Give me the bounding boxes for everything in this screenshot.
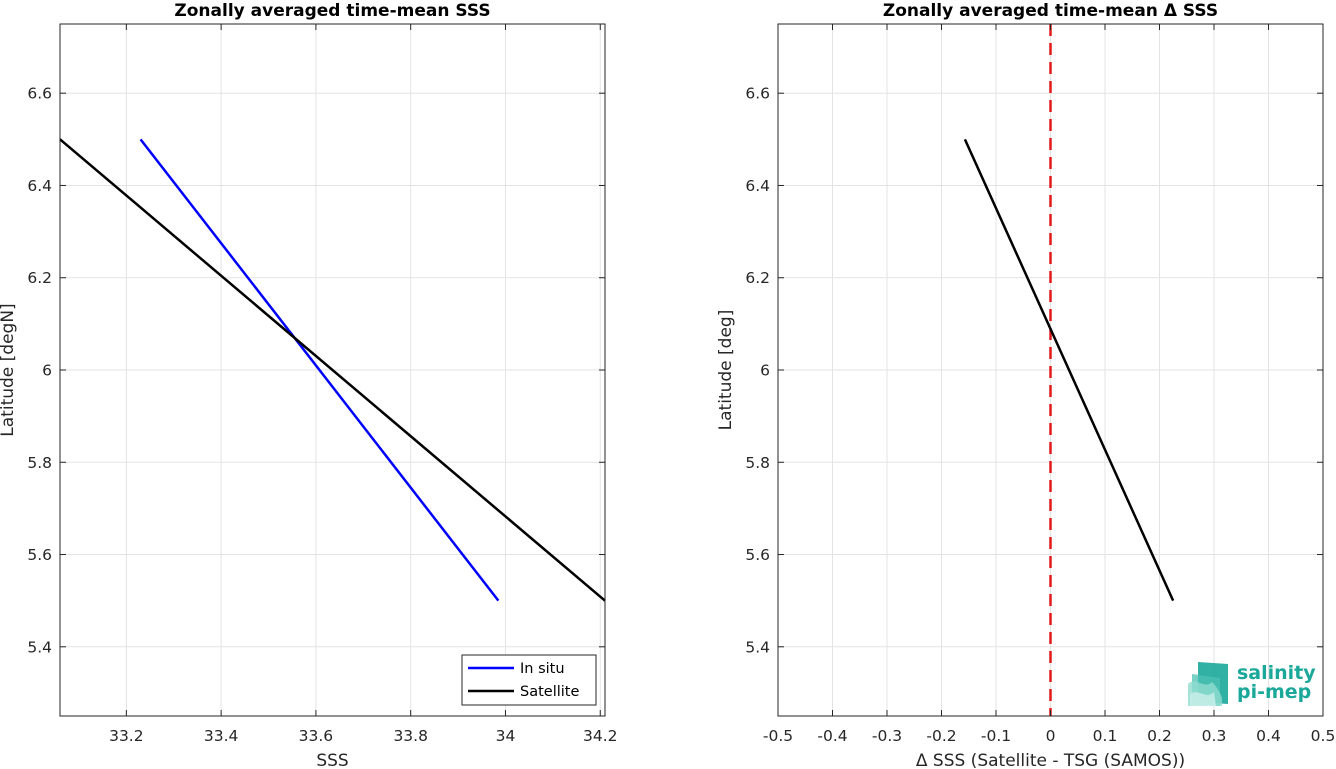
delta-x-tick-label: -0.2	[926, 727, 956, 745]
sss-y-axis-label: Latitude [degN]	[0, 303, 18, 436]
delta-y-tick-label: 6.2	[745, 269, 770, 287]
delta-series	[963, 24, 1175, 716]
sss-legend: In situ Satellite	[461, 654, 597, 706]
sss-y-tick-label: 6.2	[27, 269, 52, 287]
sss-series	[59, 138, 606, 602]
delta-x-tick-label: -0.5	[763, 727, 793, 745]
legend-label-in-situ: In situ	[520, 661, 565, 677]
sss-panel: 33.2 33.4 33.6 33.8 34 34.2 5.4 5.6 5.8 6 6.2 6.4 6.…	[0, 1, 618, 769]
logo-wave-icon	[1188, 662, 1228, 706]
delta-y-tick-label: 6.4	[745, 177, 770, 195]
sss-y-tick-label: 6.4	[27, 177, 52, 195]
sss-y-tick-label: 6	[42, 362, 52, 380]
sss-y-tick-label: 5.8	[27, 454, 52, 472]
salinity-pi-mep-logo: salinity pi-mep	[1188, 662, 1316, 706]
sss-tick-labels: 33.2 33.4 33.6 33.8 34 34.2 5.4 5.6 5.8 6 6.2 6.4 6.…	[27, 85, 617, 745]
sss-x-tick-label: 34.2	[583, 727, 618, 745]
delta-y-tick-label: 6.6	[745, 85, 770, 103]
delta-y-tick-label: 5.6	[745, 546, 770, 564]
delta-x-tick-label: -0.3	[872, 727, 902, 745]
sss-series-line-satellite	[59, 138, 606, 602]
delta-y-tick-label: 5.4	[745, 638, 770, 656]
delta-x-tick-label: -0.4	[817, 727, 847, 745]
logo-text-salinity: salinity	[1237, 662, 1316, 684]
delta-x-tick-label: 0	[1046, 727, 1056, 745]
sss-x-tick-label: 33.4	[204, 727, 239, 745]
sss-x-tick-label: 33.6	[299, 727, 334, 745]
sss-y-tick-label: 5.6	[27, 546, 52, 564]
sss-ticks	[60, 24, 605, 716]
delta-x-tick-label: 0.4	[1256, 727, 1281, 745]
sss-y-tick-label: 6.6	[27, 85, 52, 103]
delta-ticks	[777, 24, 1324, 716]
sss-x-axis-label: SSS	[316, 751, 348, 769]
delta-tick-labels: -0.5 -0.4 -0.3 -0.2 -0.1 0 0.1 0.2 0.3 0.4 0.5 5.4 5…	[745, 85, 1335, 745]
delta-y-axis-label: Latitude [deg]	[716, 310, 736, 431]
delta-chart-title: Zonally averaged time-mean Δ SSS	[883, 1, 1218, 21]
delta-x-axis-label: Δ SSS (Satellite - TSG (SAMOS))	[916, 751, 1185, 769]
legend-label-satellite: Satellite	[520, 684, 579, 700]
delta-x-tick-label: 0.3	[1202, 727, 1227, 745]
delta-sss-panel: -0.5 -0.4 -0.3 -0.2 -0.1 0 0.1 0.2 0.3 0.4 0.5 5.4 5…	[716, 1, 1335, 769]
logo-text-pi-mep: pi-mep	[1237, 681, 1311, 703]
sss-y-tick-label: 5.4	[27, 638, 52, 656]
sss-x-tick-label: 33.8	[393, 727, 428, 745]
delta-y-tick-label: 6	[760, 362, 770, 380]
delta-x-tick-label: 0.2	[1147, 727, 1172, 745]
sss-series-line-in-situ	[139, 138, 500, 602]
delta-series-line-delta-sss	[963, 138, 1175, 602]
delta-x-tick-label: 0.1	[1093, 727, 1118, 745]
sss-chart-title: Zonally averaged time-mean SSS	[174, 1, 490, 21]
sss-x-tick-label: 33.2	[109, 727, 144, 745]
delta-x-tick-label: -0.1	[981, 727, 1011, 745]
legend-box	[461, 654, 597, 706]
delta-x-tick-label: 0.5	[1311, 727, 1336, 745]
delta-y-tick-label: 5.8	[745, 454, 770, 472]
sss-x-tick-label: 34	[496, 727, 516, 745]
